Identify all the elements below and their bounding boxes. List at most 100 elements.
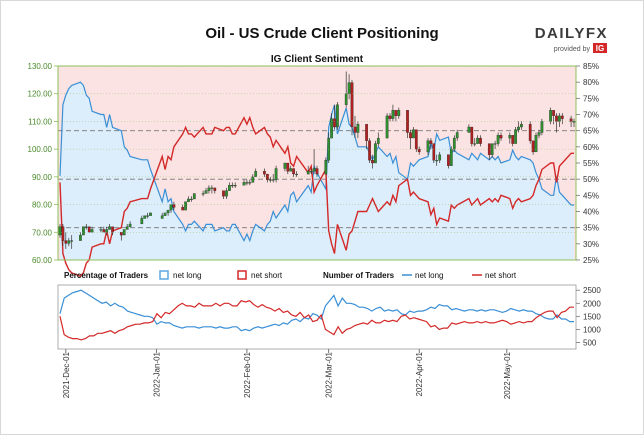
net-long-pct-area [60,82,574,260]
count-tick-label: 2500 [583,286,601,295]
candle-body [90,229,94,233]
percent-tick-label: 65% [583,127,599,136]
candle-body [508,135,512,139]
legend-label-net-long-pct: net long [173,271,201,280]
candle-body [169,204,173,211]
candle-body [531,140,535,153]
legend-title-number: Number of Traders [323,271,395,280]
candle-body [184,201,187,211]
legend-title-percentage: Percentage of Traders [64,271,149,280]
candle-body [435,160,439,162]
candle-body [353,126,357,133]
legend-swatch-net-long-pct [159,270,169,280]
candle-body [569,118,573,122]
candle-body [160,215,164,219]
candle-body [230,185,234,187]
candle-body [149,212,152,216]
candle-body [394,110,398,116]
candle-body [309,171,313,173]
trader-count-panel: 500 1000 1500 2000 2500 2021-Dec-01 2022-Jan-… [57,284,601,399]
candle-body [228,185,231,191]
candle-body [376,137,380,144]
candle-body [426,140,430,153]
candle-body [140,218,144,225]
price-tick-label: 120.00 [28,90,53,99]
percent-tick-label: 50% [583,175,599,184]
date-tick-label: 2022-Mar-01 [325,351,334,397]
net-short-pct-line [59,115,574,278]
legend-label-net-short-count: net short [485,271,517,280]
candle-body [432,143,436,161]
candle-body [254,171,258,177]
percent-axis: 25% 30% 35% 40% 45% 50% 55% 60% 65% 70% 75% 80% 85% [576,62,599,265]
price-candles [58,71,576,249]
percent-tick-label: 40% [583,208,599,217]
date-tick-label: 2022-Apr-01 [415,351,424,396]
candle-body [414,129,418,150]
candle-body [306,171,310,175]
percent-tick-label: 25% [583,256,599,265]
date-tick-label: 2022-Feb-01 [243,351,252,397]
candle-body [166,209,170,214]
candle-body [163,212,167,216]
candle-body [409,132,412,139]
candle-body [330,118,333,139]
percent-tick-label: 55% [583,159,599,168]
candle-body [248,182,252,184]
candle-body [368,140,371,161]
percent-tick-label: 30% [583,240,599,249]
candle-body [79,234,82,241]
candle-body [470,126,474,144]
date-tick-label: 2022-May-01 [503,351,512,399]
candle-body [540,121,544,133]
candle-body [192,193,196,200]
candle-body [397,110,401,116]
candle-body [388,115,392,119]
candle-body [84,226,88,228]
reference-lines [58,130,576,229]
candle-body [385,115,389,139]
candle-body [429,140,433,144]
provided-by-label: provided by [554,46,591,53]
candle-body [449,148,453,166]
candle-body [187,198,190,202]
sentiment-panel: IG Client Sentiment 60.00 70.00 80.00 90.00… [28,54,599,278]
legend-swatch-net-short-pct [237,270,247,280]
price-axis: 60.00 70.00 80.00 90.00 100.00 110.00 120.00 13… [28,62,576,265]
candle-body [555,115,558,122]
candle-body [204,190,208,194]
candle-body [371,160,374,164]
candle-body [61,226,65,241]
net-short-count-line [59,300,574,341]
candle-body [537,132,541,136]
candle-body [210,187,214,189]
candle-body [365,124,368,141]
price-tick-label: 60.00 [32,256,53,265]
candle-body [146,215,149,217]
candle-body [499,135,503,139]
bottom-panel-bg [57,284,577,350]
candle-body [336,104,339,128]
candle-body [344,93,348,105]
count-tick-label: 1000 [583,325,601,334]
candle-body [517,126,520,130]
candle-body [64,240,68,244]
price-tick-label: 130.00 [28,62,53,71]
candle-body [87,226,91,233]
candle-body [225,190,228,197]
candle-body [213,187,217,191]
candle-body [119,232,123,236]
candle-body [391,110,395,119]
candle-body [347,82,351,94]
candle-body [222,190,225,197]
price-tick-label: 90.00 [32,173,53,182]
percent-tick-label: 45% [583,191,599,200]
candle-body [242,182,246,186]
candle-body [315,168,319,175]
percent-tick-label: 80% [583,78,599,87]
candle-body [125,226,129,230]
candle-body [286,162,290,172]
candle-body [181,207,185,211]
chart-title: Oil - US Crude Client Positioning [205,25,438,42]
